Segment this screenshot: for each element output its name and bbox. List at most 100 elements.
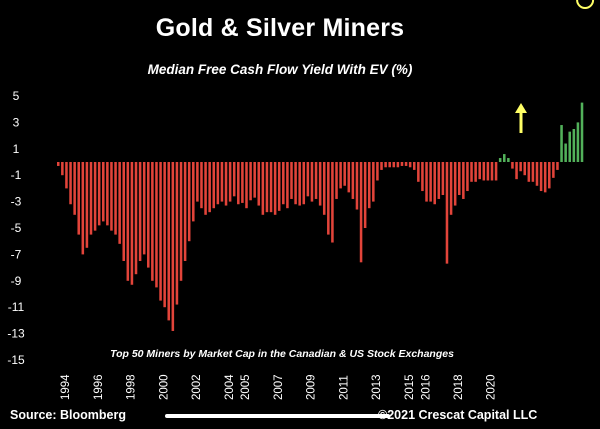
bar	[417, 162, 420, 182]
bar	[318, 162, 322, 206]
bar	[204, 162, 207, 215]
bar	[539, 162, 543, 192]
bar	[273, 162, 277, 215]
bar	[498, 158, 502, 162]
bar	[89, 162, 93, 235]
bar	[363, 162, 367, 228]
x-tick-label: 1994	[60, 374, 72, 400]
bar	[298, 162, 301, 206]
bar	[69, 162, 72, 205]
bar	[151, 162, 154, 281]
bar	[449, 162, 453, 215]
bar	[220, 162, 224, 202]
chart-title: Gold & Silver Miners	[155, 14, 405, 42]
bar	[196, 162, 199, 202]
bar	[265, 162, 269, 213]
highlight-circle	[576, 0, 595, 9]
bar	[425, 162, 428, 202]
bar	[503, 154, 506, 162]
bar	[114, 162, 117, 235]
y-tick-label: -9	[11, 274, 22, 288]
x-tick-label: 2000	[158, 374, 170, 400]
bar	[65, 162, 68, 189]
bar	[61, 162, 64, 176]
x-tick-label: 1998	[126, 374, 138, 400]
y-tick-label: 3	[13, 115, 20, 129]
bar	[130, 162, 134, 285]
y-tick-label: -11	[8, 300, 25, 314]
bar	[474, 162, 477, 182]
bar	[200, 162, 203, 209]
highlight-markers	[515, 0, 595, 133]
y-tick-label: 1	[13, 142, 20, 156]
bar	[396, 162, 400, 168]
bar	[400, 162, 404, 166]
bar	[175, 162, 179, 305]
bar	[257, 162, 261, 206]
bar	[564, 143, 567, 162]
bar	[560, 125, 563, 162]
x-tick-label: 1996	[93, 374, 105, 400]
bar	[576, 122, 580, 162]
y-tick-label: 5	[13, 89, 20, 103]
bar	[478, 162, 481, 180]
bar	[531, 162, 535, 182]
bar	[106, 162, 109, 226]
bar	[412, 162, 416, 170]
x-axis: 1994 1996 1998 2000 2002 2004 2005 2007 2009 2011…	[60, 374, 498, 400]
bar	[441, 162, 445, 195]
bar	[286, 162, 289, 209]
bar	[269, 162, 273, 213]
x-tick-label: 2018	[453, 374, 465, 400]
bar	[327, 162, 330, 235]
bar	[208, 162, 211, 213]
bar	[192, 162, 195, 222]
bar	[372, 162, 375, 202]
bar	[470, 162, 473, 182]
y-tick-label: -15	[7, 353, 25, 367]
bar	[511, 162, 514, 169]
bar	[507, 158, 510, 162]
scrollbar[interactable]	[165, 414, 390, 418]
x-tick-label: 2009	[306, 374, 318, 400]
bar	[347, 162, 351, 193]
x-tick-label: 2007	[273, 374, 285, 400]
bar	[73, 162, 76, 215]
bar	[331, 162, 334, 243]
y-tick-label: -5	[11, 221, 22, 235]
bar	[102, 162, 105, 222]
bar	[519, 162, 522, 172]
x-tick-label: 2013	[371, 374, 383, 400]
bar	[433, 162, 436, 205]
bar	[351, 162, 355, 199]
x-tick-label: 2002	[191, 374, 203, 400]
bar	[134, 162, 138, 275]
bar	[212, 162, 216, 209]
bar	[568, 131, 572, 162]
bar	[167, 162, 171, 321]
bar	[179, 162, 183, 281]
bar	[171, 162, 175, 331]
x-tick-label: 2004	[224, 374, 236, 400]
bar	[187, 162, 191, 242]
bar	[494, 162, 498, 181]
bar	[486, 162, 490, 181]
bars	[57, 102, 584, 331]
bar	[93, 162, 97, 231]
y-tick-label: -7	[11, 247, 22, 261]
bar	[81, 162, 85, 255]
bar	[306, 162, 310, 197]
bar	[147, 162, 150, 268]
bar	[380, 162, 383, 170]
bar	[457, 162, 461, 195]
bar	[490, 162, 494, 181]
bar	[437, 162, 441, 199]
x-tick-label: 2005	[240, 374, 252, 400]
bar	[253, 162, 256, 198]
bar	[118, 162, 121, 244]
copyright-label: ©2021 Crescat Capital LLC	[378, 408, 538, 422]
bar	[543, 162, 547, 193]
chart-subtitle: Median Free Cash Flow Yield With EV (%)	[147, 62, 413, 77]
y-tick-label: -1	[11, 168, 22, 182]
bar	[523, 162, 526, 176]
